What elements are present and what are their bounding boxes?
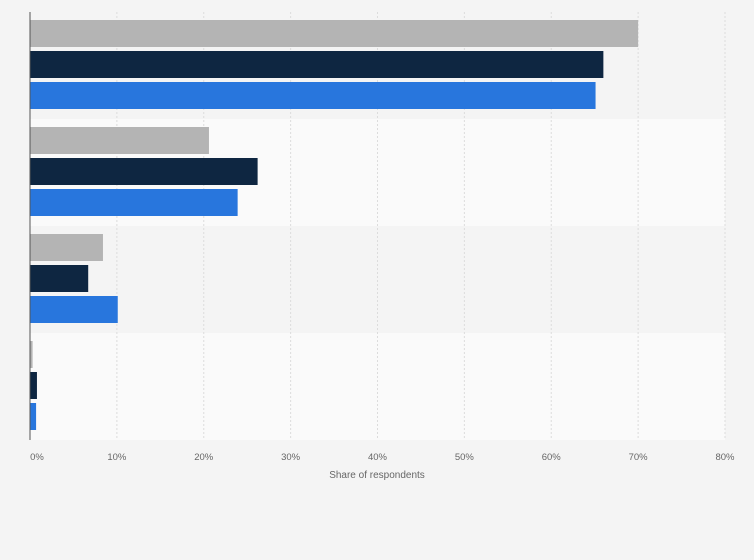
category-band — [30, 226, 725, 333]
x-tick-label: 40% — [368, 452, 388, 463]
bar[interactable] — [30, 82, 596, 109]
bar[interactable] — [30, 158, 258, 185]
category-band — [30, 333, 725, 440]
x-tick-label: 70% — [629, 452, 649, 463]
x-tick-label: 10% — [107, 452, 127, 463]
bar[interactable] — [30, 51, 604, 78]
x-axis-ticks: 0% 10% 20% 30% 40% 50% 60% 70% 80% — [30, 452, 735, 463]
bar[interactable] — [30, 127, 209, 154]
bar[interactable] — [30, 372, 37, 399]
gridlines — [116, 12, 726, 440]
bar[interactable] — [30, 265, 89, 292]
x-tick-label: 20% — [194, 452, 214, 463]
bar[interactable] — [30, 403, 37, 430]
x-tick-label: 30% — [281, 452, 301, 463]
bar[interactable] — [30, 189, 238, 216]
bar[interactable] — [30, 20, 639, 47]
bar[interactable] — [30, 341, 33, 368]
bar[interactable] — [30, 296, 118, 323]
x-tick-label: 60% — [542, 452, 562, 463]
x-tick-label: 50% — [455, 452, 475, 463]
x-tick-label: 80% — [715, 452, 735, 463]
x-tick-label: 0% — [30, 452, 44, 463]
x-axis-title: Share of respondents — [329, 470, 425, 481]
bar[interactable] — [30, 234, 103, 261]
bars — [30, 20, 639, 430]
